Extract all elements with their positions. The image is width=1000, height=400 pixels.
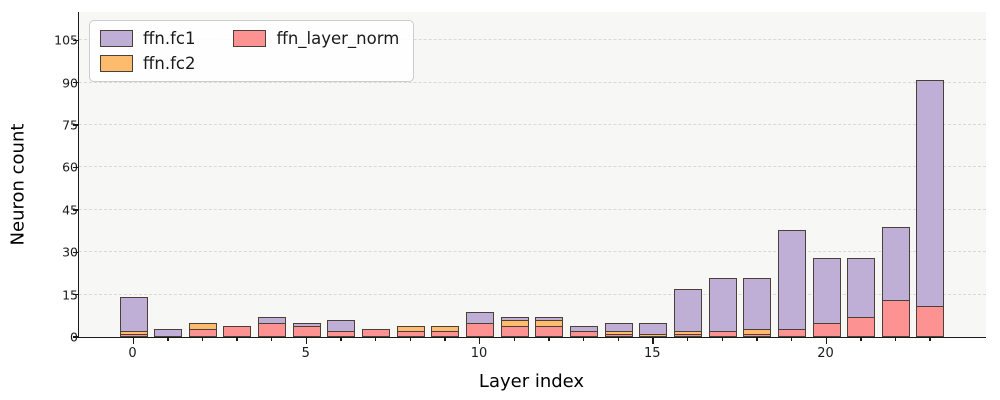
bar-segment-ffn.fc1-layer-23 — [916, 79, 945, 337]
bar-segment-ffn.fc1-layer-17 — [708, 277, 737, 337]
y-tick-mark — [73, 166, 78, 169]
x-minor-tick — [756, 338, 758, 341]
x-minor-tick — [582, 338, 585, 341]
x-tick-mark — [652, 338, 654, 344]
x-minor-tick — [929, 338, 931, 341]
x-minor-tick — [201, 338, 204, 341]
bar-segment-ffn_layer_norm-layer-3 — [223, 325, 252, 337]
bar-segment-ffn_layer_norm-layer-6 — [327, 331, 356, 337]
y-tick-mark — [73, 81, 78, 84]
x-tick-label: 15 — [643, 346, 661, 361]
y-tick-mark — [73, 124, 78, 126]
bar-segment-ffn.fc1-layer-16 — [673, 288, 702, 337]
x-minor-tick — [721, 338, 723, 341]
bar-segment-ffn_layer_norm-layer-16 — [673, 334, 702, 337]
bar-segment-ffn_layer_norm-layer-7 — [362, 328, 391, 337]
bar-segment-ffn_layer_norm-layer-12 — [535, 325, 564, 337]
legend: ffn.fc1 ffn.fc2 ffn_layer_norm — [89, 20, 415, 82]
plot-area: ffn.fc1 ffn.fc2 ffn_layer_norm — [78, 12, 986, 338]
bar-segment-ffn_layer_norm-layer-20 — [812, 322, 841, 337]
x-minor-tick — [617, 338, 619, 341]
y-tick-label: 60 — [62, 159, 78, 175]
bar-segment-ffn_layer_norm-layer-10 — [466, 322, 494, 337]
y-tick-mark — [73, 336, 78, 338]
bar-segment-ffn_layer_norm-layer-19 — [777, 328, 806, 337]
x-minor-tick — [167, 338, 169, 341]
y-tick-label: 90 — [62, 75, 78, 91]
x-tick-label: 0 — [128, 346, 137, 361]
legend-item-ffn_layer_norm: ffn_layer_norm — [233, 29, 399, 48]
x-minor-tick — [513, 338, 516, 341]
x-minor-tick — [548, 338, 550, 341]
x-tick-label: 5 — [301, 346, 310, 361]
x-tick-label: 10 — [470, 346, 488, 361]
y-tick-mark — [73, 39, 78, 41]
bar-segment-ffn_layer_norm-layer-18 — [743, 334, 772, 337]
bar-segment-ffn_layer_norm-layer-4 — [258, 322, 287, 337]
x-minor-tick — [375, 338, 377, 341]
gridline — [79, 39, 986, 41]
y-tick-label: 0 — [38, 330, 78, 345]
bar-segment-ffn_layer_norm-layer-17 — [708, 331, 737, 337]
bar-segment-ffn_layer_norm-layer-23 — [916, 305, 945, 337]
y-tick-label: 30 — [62, 244, 78, 260]
bar-segment-ffn_layer_norm-layer-11 — [500, 325, 529, 337]
x-minor-tick — [271, 338, 273, 341]
bar-segment-ffn.fc1-layer-0 — [119, 297, 148, 337]
y-tick-label: 75 — [62, 117, 78, 133]
x-tick-mark — [825, 338, 827, 344]
bar-segment-ffn_layer_norm-layer-13 — [569, 331, 598, 337]
legend-label: ffn.fc1 — [143, 29, 196, 48]
bar-segment-ffn_layer_norm-layer-0 — [119, 334, 148, 337]
x-tick-label: 20 — [817, 346, 834, 361]
bar-segment-ffn.fc2-layer-15 — [639, 334, 668, 337]
gridline — [79, 81, 986, 83]
x-minor-tick — [860, 338, 862, 341]
x-tick-mark — [479, 338, 481, 344]
bar-segment-ffn_layer_norm-layer-8 — [396, 331, 425, 337]
legend-item-ffn.fc1: ffn.fc1 — [100, 29, 195, 48]
bar-segment-ffn.fc1-layer-1 — [154, 328, 183, 337]
legend-swatch-icon — [233, 30, 267, 47]
bar-segment-ffn.fc1-layer-18 — [743, 277, 772, 337]
x-minor-tick — [444, 338, 446, 341]
x-minor-tick — [409, 338, 412, 341]
bar-segment-ffn.fc1-layer-19 — [777, 229, 806, 337]
gridline — [79, 208, 986, 210]
x-minor-tick — [894, 338, 897, 341]
legend-label: ffn.fc2 — [143, 54, 196, 73]
y-tick-label: 105 — [54, 32, 78, 48]
gridline — [79, 293, 986, 295]
y-tick-mark — [73, 209, 78, 211]
legend-swatch-icon — [100, 55, 133, 72]
x-minor-tick — [340, 338, 342, 341]
gridline — [79, 124, 986, 126]
bar-segment-ffn_layer_norm-layer-21 — [847, 317, 876, 337]
x-axis-label: Layer index — [478, 371, 585, 392]
x-minor-tick — [236, 338, 238, 341]
x-tick-mark — [305, 338, 308, 344]
legend-swatch-icon — [100, 30, 133, 47]
bar-segment-ffn_layer_norm-layer-2 — [188, 328, 217, 337]
gridline — [79, 251, 986, 253]
y-tick-label: 15 — [62, 287, 78, 303]
y-tick-mark — [73, 293, 78, 296]
x-minor-tick — [790, 338, 793, 341]
gridline — [79, 166, 986, 168]
y-axis-label: Neuron count — [7, 123, 29, 246]
y-tick-mark — [73, 251, 78, 253]
bar-segment-ffn_layer_norm-layer-9 — [431, 331, 460, 337]
bar-segment-ffn_layer_norm-layer-22 — [881, 300, 910, 337]
legend-item-ffn.fc2: ffn.fc2 — [100, 54, 195, 73]
x-tick-mark — [132, 338, 134, 344]
x-minor-tick — [686, 338, 689, 341]
legend-label: ffn_layer_norm — [276, 29, 400, 48]
bar-segment-ffn_layer_norm-layer-14 — [604, 334, 633, 337]
bar-segment-ffn_layer_norm-layer-5 — [292, 325, 321, 337]
y-tick-label: 45 — [62, 202, 78, 218]
